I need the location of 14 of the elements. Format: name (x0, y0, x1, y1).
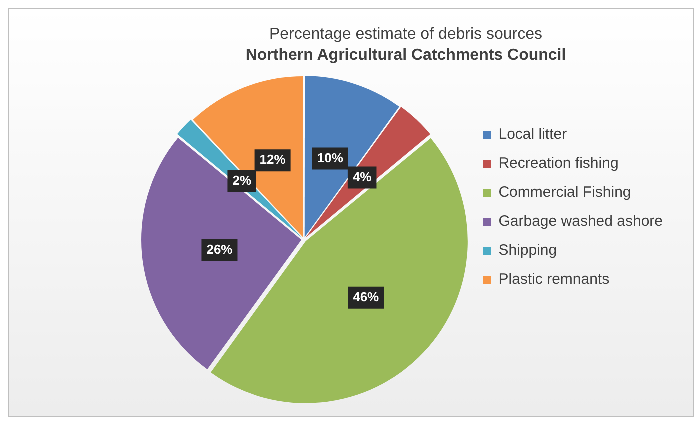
legend-label: Recreation fishing (498, 155, 619, 172)
data-label: 46% (353, 290, 380, 305)
legend-label: Local litter (498, 126, 568, 144)
data-label: 2% (232, 173, 252, 188)
data-label: 4% (352, 169, 372, 184)
legend-label: Plastic remnants (498, 271, 610, 288)
legend-label: Commercial Fishing (498, 184, 632, 202)
data-label: 10% (317, 150, 344, 166)
legend-label: Garbage washed ashore (498, 213, 664, 230)
chart-title: Percentage estimate of debris sources (269, 26, 543, 44)
data-label: 12% (260, 152, 286, 168)
data-label: 26% (206, 242, 234, 257)
legend-label: Shipping (498, 242, 558, 260)
chart-subtitle: Northern Agricultural Catchments Council (246, 47, 566, 64)
